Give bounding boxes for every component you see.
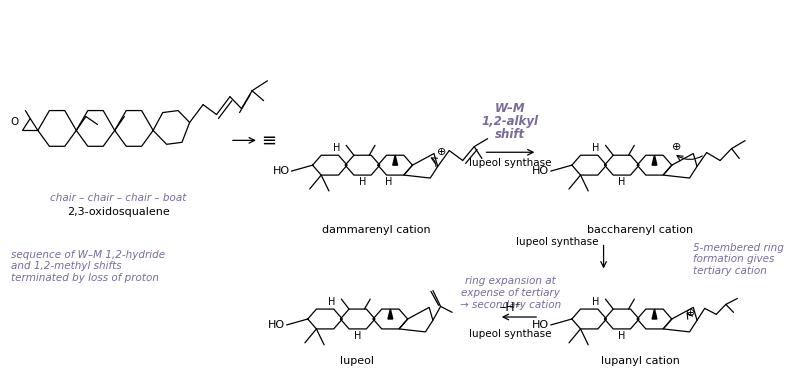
Text: HO: HO bbox=[532, 166, 549, 176]
Text: HO: HO bbox=[532, 320, 549, 330]
Text: lupeol: lupeol bbox=[340, 356, 374, 366]
Text: H: H bbox=[385, 177, 392, 187]
Text: chair – chair – chair – boat: chair – chair – chair – boat bbox=[50, 193, 186, 203]
Text: HO: HO bbox=[272, 166, 290, 176]
Polygon shape bbox=[388, 309, 393, 319]
Text: lupanyl cation: lupanyl cation bbox=[601, 356, 679, 366]
Text: shift: shift bbox=[495, 128, 526, 141]
Text: O: O bbox=[10, 118, 18, 128]
Text: ring expansion at
expense of tertiary
→ secondary cation: ring expansion at expense of tertiary → … bbox=[460, 276, 561, 310]
Text: dammarenyl cation: dammarenyl cation bbox=[322, 225, 430, 235]
Text: –H⁺: –H⁺ bbox=[499, 301, 522, 314]
Text: H: H bbox=[618, 331, 626, 341]
Polygon shape bbox=[652, 309, 657, 319]
Text: 5-membered ring
formation gives
tertiary cation: 5-membered ring formation gives tertiary… bbox=[693, 243, 784, 276]
Text: H: H bbox=[592, 143, 599, 153]
Text: ≡: ≡ bbox=[261, 131, 276, 149]
Text: ⊕: ⊕ bbox=[672, 142, 682, 152]
Text: baccharenyl cation: baccharenyl cation bbox=[587, 225, 693, 235]
Text: HO: HO bbox=[267, 320, 285, 330]
Text: H: H bbox=[328, 297, 335, 307]
Text: lupeol synthase: lupeol synthase bbox=[469, 158, 552, 168]
Text: lupeol synthase: lupeol synthase bbox=[516, 237, 598, 247]
Text: H: H bbox=[592, 297, 599, 307]
Text: 2,3-oxidosqualene: 2,3-oxidosqualene bbox=[67, 207, 170, 217]
Text: H: H bbox=[333, 143, 340, 153]
Polygon shape bbox=[393, 155, 398, 165]
Text: lupeol synthase: lupeol synthase bbox=[469, 329, 552, 339]
Text: H: H bbox=[359, 177, 366, 187]
Polygon shape bbox=[652, 155, 657, 165]
Text: ⊕: ⊕ bbox=[437, 147, 446, 157]
Text: ⊕: ⊕ bbox=[686, 308, 696, 318]
Text: 1,2-alkyl: 1,2-alkyl bbox=[482, 115, 539, 128]
Text: H: H bbox=[618, 177, 626, 187]
Text: sequence of W–M 1,2-hydride
and 1,2-methyl shifts
terminated by loss of proton: sequence of W–M 1,2-hydride and 1,2-meth… bbox=[11, 250, 165, 283]
Text: H: H bbox=[354, 331, 362, 341]
Text: W–M: W–M bbox=[495, 102, 526, 115]
